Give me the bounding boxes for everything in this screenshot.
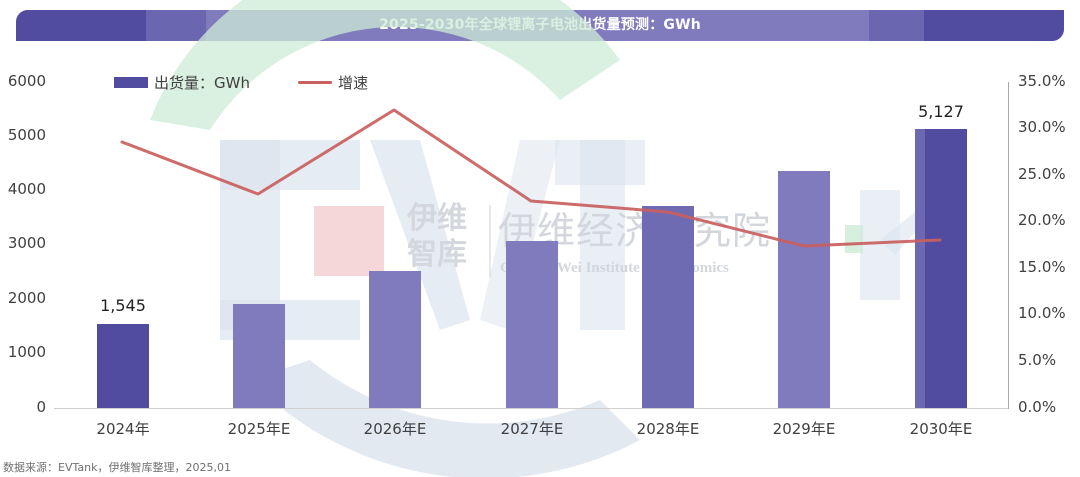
legend-line-label: 增速: [337, 74, 368, 92]
legend-line-swatch: [297, 81, 332, 84]
legend: 出货量：GWh 增速: [114, 72, 368, 93]
right-axis-tick: 10.0%: [1018, 304, 1066, 322]
left-axis-tick: 5000: [7, 126, 46, 144]
left-axis-tick: 2000: [7, 289, 46, 307]
bar-2024: [97, 324, 149, 408]
bar-2030-watermark-tint: [915, 129, 925, 408]
x-label-2025: 2025年E: [227, 420, 291, 438]
x-label-2024: 2024年: [96, 420, 150, 438]
data-label-2030: 5,127: [918, 102, 964, 121]
right-axis-tick: 25.0%: [1018, 165, 1066, 183]
left-axis-tick: 4000: [7, 180, 46, 198]
right-axis-tick: 0.0%: [1018, 398, 1057, 416]
right-axis-tick: 20.0%: [1018, 211, 1066, 229]
right-axis-tick: 5.0%: [1018, 351, 1057, 369]
bar-2028: [642, 206, 694, 408]
legend-bar-swatch: [114, 77, 148, 88]
left-axis-tick: 1000: [7, 343, 46, 361]
legend-bar-label: 出货量：GWh: [154, 74, 250, 92]
x-axis-line: [54, 408, 1009, 409]
bar-2026: [369, 271, 421, 408]
source-note: 数据来源：EVTank，伊维智库整理，2025,01: [3, 461, 231, 474]
right-axis-tick: 30.0%: [1018, 118, 1066, 136]
bar-2029: [778, 171, 830, 408]
x-label-2026: 2026年E: [363, 420, 427, 438]
title-banner-right-segment-2: [869, 10, 924, 41]
title-banner-right-segment: [924, 10, 1064, 41]
left-axis-tick: 6000: [7, 72, 46, 90]
left-axis-tick: 3000: [7, 234, 46, 252]
x-label-2028: 2028年E: [636, 420, 700, 438]
right-axis-tick: 15.0%: [1018, 258, 1066, 276]
bar-2027: [506, 241, 558, 408]
right-axis-tick: 35.0%: [1018, 72, 1066, 90]
data-label-2024: 1,545: [100, 296, 146, 315]
x-label-2029: 2029年E: [772, 420, 836, 438]
title-banner-left-segment: [16, 10, 146, 41]
x-label-2027: 2027年E: [500, 420, 564, 438]
x-label-2030: 2030年E: [909, 420, 973, 438]
bar-2025: [233, 304, 285, 408]
left-axis-tick: 0: [36, 398, 46, 416]
right-axis-line: [1008, 82, 1009, 409]
bar-2028-watermark-tint: [642, 206, 694, 408]
